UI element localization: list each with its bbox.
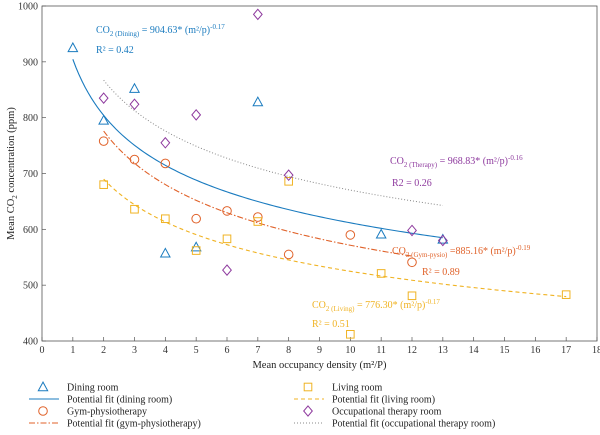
data-point-2 <box>407 291 417 301</box>
x-tick-label: 12 <box>407 345 417 356</box>
data-point-1 <box>98 136 109 146</box>
data-point-3 <box>191 108 202 121</box>
equation-label-1: CO2 (Gym-pysio) =885.16* (m²/p)-0.19 <box>392 244 531 259</box>
legend-label-2: Living room <box>332 383 382 394</box>
y-tick-label: 400 <box>23 337 38 348</box>
legend-fit-label-0: Potential fit (dining room) <box>67 395 172 406</box>
legend-marker-0 <box>37 381 49 392</box>
data-point-1 <box>253 212 263 222</box>
legend-label-3: Occupational therapy room <box>332 407 442 418</box>
x-tick-label: 3 <box>132 345 137 356</box>
data-point-1 <box>129 154 140 165</box>
data-point-2 <box>99 180 108 189</box>
data-point-1 <box>222 206 232 216</box>
data-point-1 <box>407 257 417 268</box>
y-tick-label: 600 <box>23 225 38 236</box>
axes-labels: 0 1 2 3 4 5 6 7 8 9 10 11 12 13 14 15 16 17 18400500600700… <box>6 2 600 372</box>
data-point-1 <box>283 249 294 260</box>
data-point-0 <box>375 228 387 239</box>
r2-label-0: R² = 0.42 <box>96 45 134 56</box>
fit-curve-1 <box>103 130 413 257</box>
x-tick-label: 13 <box>438 345 448 356</box>
r2-label-1: R² = 0.89 <box>422 267 460 278</box>
data-point-2 <box>161 214 170 224</box>
x-tick-label: 15 <box>500 345 510 356</box>
data-point-3 <box>283 169 294 182</box>
y-axis-title: Mean CO2 concentration (ppm) <box>6 107 19 240</box>
legend-marker-2 <box>303 382 313 392</box>
data-point-0 <box>159 247 171 258</box>
x-tick-label: 6 <box>225 345 230 356</box>
equation-label-2: CO2 (Living) = 776.30* (m²/p)-0.17 <box>312 298 440 313</box>
x-tick-label: 7 <box>255 345 260 356</box>
data-point-2 <box>191 246 201 255</box>
data-point-1 <box>160 158 171 169</box>
y-tick-label: 800 <box>23 113 38 124</box>
data-point-0 <box>252 96 264 107</box>
legend-marker-1 <box>38 406 48 416</box>
data-point-3 <box>98 92 109 105</box>
legend-label-1: Gym-physiotherapy <box>67 407 147 418</box>
data-point-1 <box>191 213 201 224</box>
legend-fit-label-3: Potential fit (occupational therapy room… <box>332 419 495 430</box>
data-point-3 <box>407 224 417 237</box>
data-point-2 <box>561 290 571 299</box>
x-tick-label: 9 <box>317 345 322 356</box>
legend-fit-label-2: Potential fit (living room) <box>332 395 435 406</box>
x-tick-label: 17 <box>561 345 571 356</box>
data-point-3 <box>222 264 232 276</box>
x-tick-label: 14 <box>469 345 479 356</box>
data-point-0 <box>128 82 141 93</box>
plot-frame <box>41 5 598 342</box>
x-tick-label: 1 <box>70 345 75 356</box>
x-tick-label: 4 <box>163 345 168 356</box>
x-tick-label: 5 <box>194 345 199 356</box>
data-point-2 <box>222 234 232 244</box>
y-tick-label: 700 <box>23 169 38 180</box>
x-tick-label: 2 <box>101 345 106 356</box>
equation-label-0: CO2 (Dining) = 904.63* (m²/p)-0.17 <box>96 23 225 38</box>
r2-label-2: R² = 0.51 <box>312 319 350 330</box>
data-point-3 <box>160 136 171 149</box>
y-tick-label: 900 <box>23 57 38 68</box>
fit-curve-0 <box>72 59 443 239</box>
legend-marker-3 <box>303 405 313 417</box>
data-point-2 <box>376 269 386 278</box>
x-tick-label: 10 <box>345 345 355 356</box>
x-tick-label: 8 <box>286 345 291 356</box>
data-point-3 <box>129 98 140 111</box>
r2-label-3: R2 = 0.26 <box>392 178 432 189</box>
annotations: CO2 (Dining) = 904.63* (m²/p)-0.17 R² = 0… <box>96 23 531 330</box>
y-tick-label: 1000 <box>18 2 38 13</box>
data-point-2 <box>253 217 263 226</box>
x-tick-label: 18 <box>592 345 600 356</box>
data-point-2 <box>284 177 293 186</box>
data-point-2 <box>346 330 355 339</box>
data-point-3 <box>437 234 448 247</box>
data-point-0 <box>98 114 110 125</box>
x-tick-label: 11 <box>376 345 386 356</box>
x-axis-title: Mean occupancy density (m²/P) <box>252 360 387 371</box>
data-point-1 <box>345 230 356 240</box>
fit-curve-2 <box>103 178 567 298</box>
data-point-3 <box>252 8 263 21</box>
legend-fit-label-1: Potential fit (gym-physiotherapy) <box>67 419 201 430</box>
y-tick-label: 500 <box>23 281 38 292</box>
equation-label-3: CO2 (Therapy) = 968.83* (m²/p)-0.16 <box>390 154 523 169</box>
legend-label-0: Dining room <box>67 383 119 394</box>
x-tick-label: 16 <box>530 345 540 356</box>
data-point-2 <box>130 204 139 214</box>
data-point-0 <box>67 41 79 53</box>
x-tick-label: 0 <box>40 345 45 356</box>
plot-area <box>41 5 598 342</box>
